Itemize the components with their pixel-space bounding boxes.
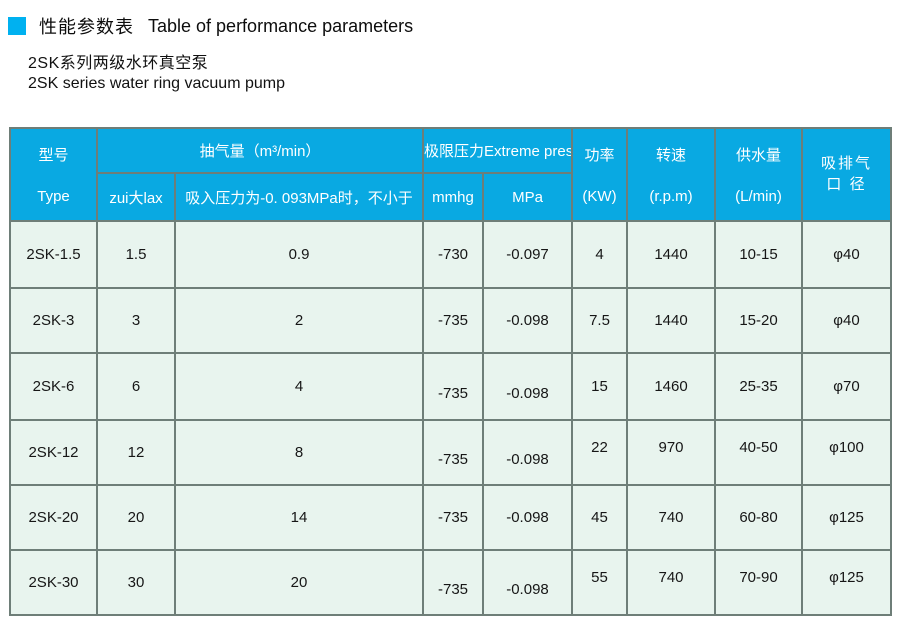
- title-zh: 性能参数表: [39, 17, 134, 37]
- cell-water: 15-20: [714, 287, 803, 354]
- cell-water: 25-35: [714, 352, 803, 421]
- power-header-lines: 功率 (KW): [574, 133, 625, 217]
- header-row-2: zui大lax 吸入压力为-0. 093MPa时，不小于 mmhg MPa: [10, 172, 891, 222]
- water-header-unit: (L/min): [735, 188, 782, 205]
- cell-mmhg: -735: [422, 287, 484, 354]
- water-header-zh: 供水量: [735, 147, 781, 164]
- cell-mmhg: -735: [422, 352, 484, 421]
- cell-suction: 8: [174, 419, 424, 486]
- cell-type: 2SK-6: [9, 352, 98, 421]
- cell-speed: 740: [626, 549, 716, 616]
- power-header-zh: 功率: [584, 147, 615, 164]
- subtitle-en: 2SK series water ring vacuum pump: [28, 75, 285, 92]
- col-header-suction-condition: 吸入压力为-0. 093MPa时，不小于: [174, 172, 424, 222]
- cell-power: 15: [571, 352, 628, 421]
- cell-type: 2SK-20: [9, 484, 98, 551]
- cell-max: 3: [96, 287, 176, 354]
- col-header-speed: 转速 (r.p.m): [626, 127, 716, 222]
- cell-mpa: -0.097: [482, 220, 573, 289]
- col-header-mmhg: mmhg: [422, 172, 484, 222]
- table-row: 2SK-20 20 14 -735 -0.098 45 740 60-80 φ1…: [9, 484, 892, 551]
- speed-header-unit: (r.p.m): [649, 188, 693, 205]
- cell-max: 12: [96, 419, 176, 486]
- cell-power: 7.5: [571, 287, 628, 354]
- col-header-pumping-capacity: 抽气量（m³/min）: [96, 127, 424, 174]
- cell-max: 30: [96, 549, 176, 616]
- table-row: 2SK-1.5 1.5 0.9 -730 -0.097 4 1440 10-15…: [9, 220, 892, 289]
- performance-table: 型号 Type 抽气量（m³/min） 极限压力Extreme pressure…: [9, 127, 892, 616]
- cell-water: 60-80: [714, 484, 803, 551]
- type-header-zh: 型号: [38, 147, 69, 164]
- cell-port: φ125: [801, 484, 892, 551]
- cell-mmhg: -735: [422, 484, 484, 551]
- cell-suction: 2: [174, 287, 424, 354]
- col-header-max: zui大lax: [96, 172, 176, 222]
- header-row-1: 型号 Type 抽气量（m³/min） 极限压力Extreme pressure…: [9, 127, 892, 222]
- cell-power: 45: [571, 484, 628, 551]
- col-header-port-diameter: 吸排气 口 径: [801, 127, 892, 222]
- type-header-en: Type: [37, 188, 70, 205]
- col-header-water-supply: 供水量 (L/min): [714, 127, 803, 222]
- cell-mpa: -0.098: [482, 352, 573, 421]
- cell-mmhg: -735: [422, 419, 484, 486]
- cell-speed: 740: [626, 484, 716, 551]
- table-row: 2SK-30 30 20 -735 -0.098 55 740 70-90 φ1…: [9, 549, 892, 616]
- subtitle-zh: 2SK系列两级水环真空泵: [28, 55, 209, 72]
- cell-max: 20: [96, 484, 176, 551]
- port-header-line1: 吸排气: [820, 155, 872, 173]
- cell-port: φ100: [801, 419, 892, 486]
- cell-type: 2SK-1.5: [9, 220, 98, 289]
- speed-header-zh: 转速: [655, 147, 686, 164]
- cell-power: 4: [571, 220, 628, 289]
- cell-speed: 1460: [626, 352, 716, 421]
- cell-type: 2SK-12: [9, 419, 98, 486]
- cell-mpa: -0.098: [482, 484, 573, 551]
- cell-mpa: -0.098: [482, 419, 573, 486]
- cell-water: 40-50: [714, 419, 803, 486]
- cell-suction: 20: [174, 549, 424, 616]
- cell-port: φ70: [801, 352, 892, 421]
- cell-port: φ40: [801, 287, 892, 354]
- cell-max: 6: [96, 352, 176, 421]
- cell-type: 2SK-3: [9, 287, 98, 354]
- col-header-power: 功率 (KW): [571, 127, 628, 222]
- cell-speed: 970: [626, 419, 716, 486]
- col-header-extreme-pressure: 极限压力Extreme pressure: [422, 127, 573, 174]
- cell-mpa: -0.098: [482, 549, 573, 616]
- col-header-mpa: MPa: [482, 172, 573, 222]
- cell-water: 70-90: [714, 549, 803, 616]
- cell-port: φ125: [801, 549, 892, 616]
- water-header-lines: 供水量 (L/min): [717, 133, 800, 217]
- cell-power: 55: [571, 549, 628, 616]
- table-row: 2SK-3 3 2 -735 -0.098 7.5 1440 15-20 φ40: [9, 287, 892, 354]
- col-header-type: 型号 Type: [9, 127, 98, 222]
- cell-mmhg: -730: [422, 220, 484, 289]
- title-en: Table of performance parameters: [148, 15, 414, 36]
- speed-header-lines: 转速 (r.p.m): [629, 133, 713, 217]
- cell-mmhg: -735: [422, 549, 484, 616]
- cell-power: 22: [571, 419, 628, 486]
- cell-suction: 14: [174, 484, 424, 551]
- cell-type: 2SK-30: [9, 549, 98, 616]
- cell-suction: 4: [174, 352, 424, 421]
- power-header-unit: (KW): [582, 188, 617, 205]
- type-header-lines: 型号 Type: [12, 133, 95, 217]
- page-title: 性能参数表 Table of performance parameters: [8, 13, 413, 39]
- bullet-square-icon: [8, 17, 26, 35]
- cell-max: 1.5: [96, 220, 176, 289]
- cell-speed: 1440: [626, 287, 716, 354]
- port-header-line2: 口 径: [826, 175, 867, 193]
- cell-speed: 1440: [626, 220, 716, 289]
- table-row: 2SK-6 6 4 -735 -0.098 15 1460 25-35 φ70: [9, 352, 892, 421]
- cell-water: 10-15: [714, 220, 803, 289]
- cell-port: φ40: [801, 220, 892, 289]
- cell-suction: 0.9: [174, 220, 424, 289]
- table-row: 2SK-12 12 8 -735 -0.098 22 970 40-50 φ10…: [9, 419, 892, 486]
- cell-mpa: -0.098: [482, 287, 573, 354]
